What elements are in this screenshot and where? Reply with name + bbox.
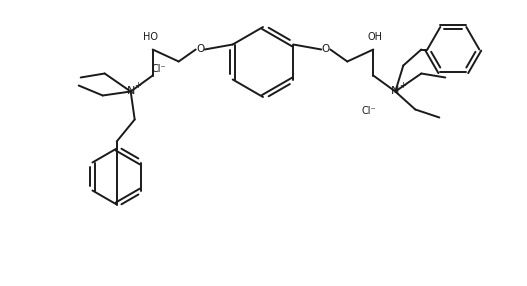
Text: +: + xyxy=(134,81,141,90)
Text: HO: HO xyxy=(143,33,158,43)
Text: N: N xyxy=(391,86,399,96)
Text: +: + xyxy=(399,81,406,90)
Text: Cl⁻: Cl⁻ xyxy=(151,65,166,74)
Text: O: O xyxy=(321,45,329,55)
Text: N: N xyxy=(126,86,135,96)
Text: OH: OH xyxy=(368,33,383,43)
Text: Cl⁻: Cl⁻ xyxy=(362,106,377,116)
Text: O: O xyxy=(197,45,205,55)
